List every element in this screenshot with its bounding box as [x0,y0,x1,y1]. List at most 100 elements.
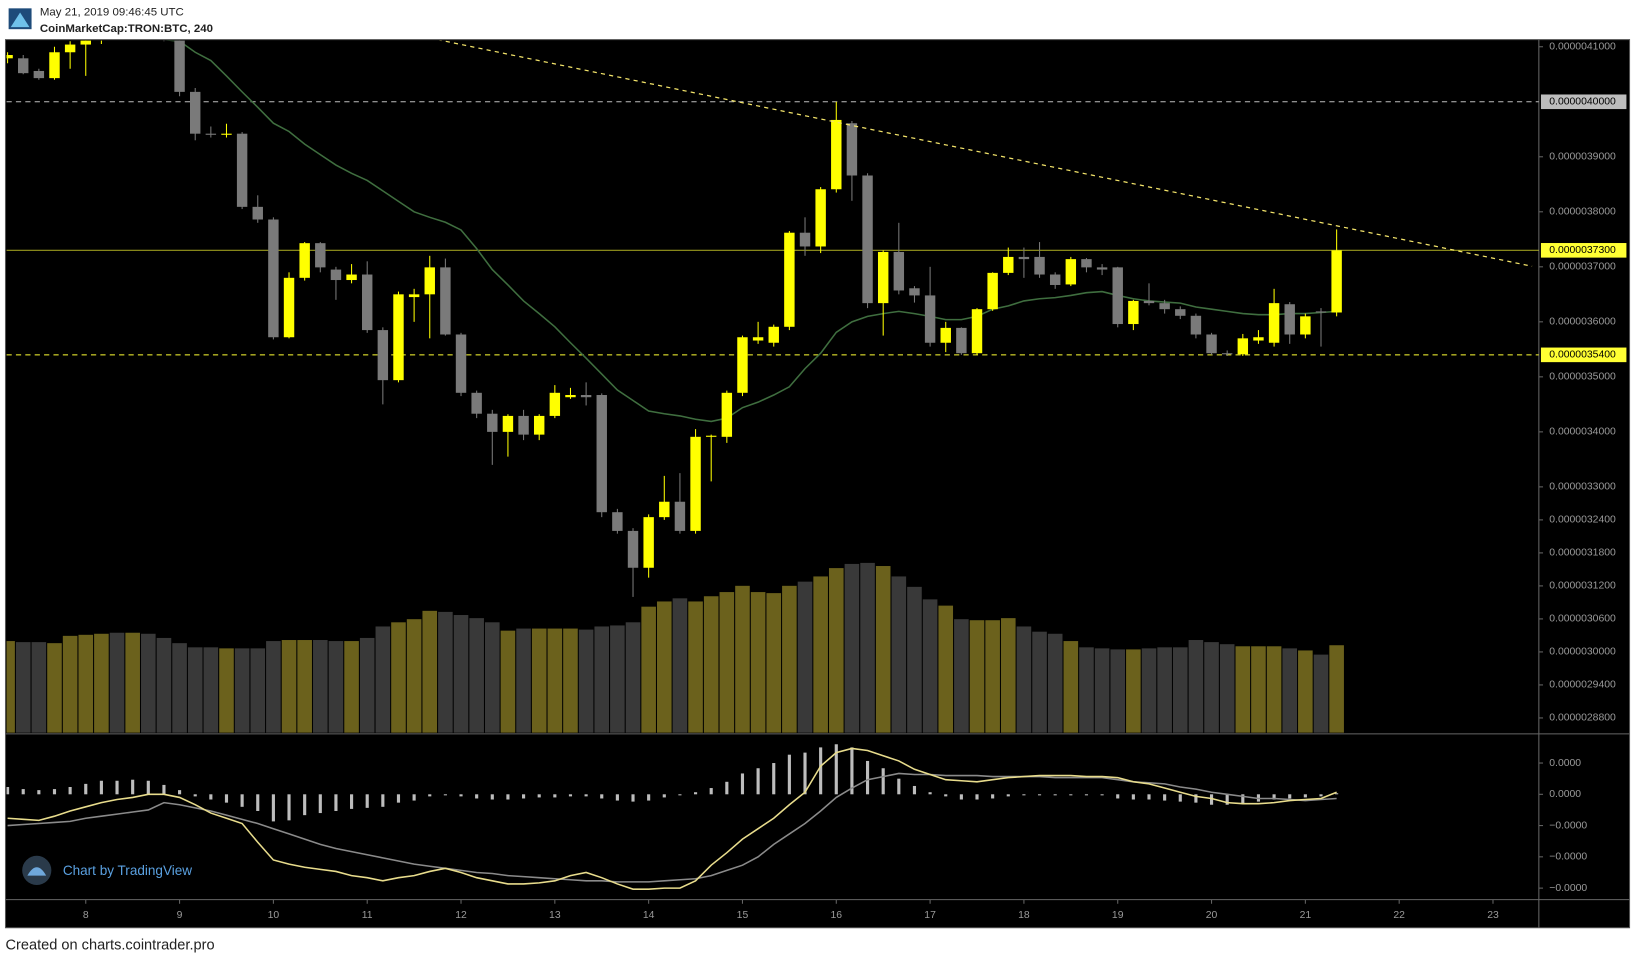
y-tick-label: 0.0000038000 [1549,207,1616,218]
candle-body [909,288,920,296]
candle-body [565,395,576,398]
candle-body [596,395,607,513]
histogram-bar [959,794,963,800]
volume-bar [391,622,406,733]
y-tick-label: 0.0000031800 [1549,548,1616,559]
histogram-bar [287,794,291,821]
y-tick-label: 0.0000030600 [1549,614,1616,625]
histogram-bar [1037,794,1042,796]
y-tick-label: 0.0000031200 [1549,581,1616,592]
volume-bar [297,640,312,733]
candle-body [1190,315,1202,335]
y-tick-label: −0.0000 [1549,852,1587,863]
volume-bar [453,615,469,733]
histogram-bar [1163,794,1167,801]
volume-bar [422,610,438,733]
candle-body [877,251,889,304]
volume-bar [860,562,875,733]
y-tick-label: 0.0000032400 [1549,515,1616,526]
candle-body [33,70,45,79]
volume-bar [203,647,219,733]
histogram-bar [193,794,197,797]
candle-body [18,58,29,74]
y-tick-label: 0.0000037000 [1549,262,1616,273]
y-tick-label: 0.0000035000 [1549,372,1616,383]
candle-body [1253,337,1264,341]
price-pane [6,40,1539,733]
volume-bar [344,641,359,733]
candle-body [49,52,60,79]
y-tick-label: 0.0000029400 [1549,680,1616,691]
candle-body [737,337,748,393]
histogram-bar [209,794,213,800]
candle-body [940,327,951,343]
histogram-bar [162,784,166,795]
volume-bar [1094,648,1110,733]
candle-body [705,435,717,437]
candle-body [408,294,420,298]
histogram-bar [678,794,682,796]
volume-bar [484,622,500,733]
volume-bar [1079,647,1094,733]
x-tick-label: 15 [737,910,749,921]
histogram-bar [1303,794,1307,798]
histogram-bar [475,794,479,799]
x-tick-label: 23 [1487,910,1499,921]
candle-body [1315,311,1327,313]
histogram-bar [740,773,745,795]
volume-bar [328,641,344,733]
candle-body [236,133,248,207]
volume-bar [172,643,187,733]
histogram-bar [584,794,588,797]
volume-bar [1172,647,1188,733]
y-tick-label: 0.0000039000 [1549,152,1616,163]
histogram-bar [256,794,260,811]
histogram-bar [240,794,244,807]
candle-body [956,327,967,354]
histogram-bar [1335,793,1339,795]
volume-bar [234,648,250,733]
candle-body [315,243,326,268]
histogram-bar [350,794,354,809]
candle-body [690,436,701,531]
candle-body [221,133,232,135]
volume-bar [610,625,625,733]
histogram-bar [522,794,526,799]
histogram-bar [412,794,416,801]
candle-body [799,232,811,247]
y-tick-label: −0.0000 [1549,820,1587,831]
price-label: 0.0000037300 [1549,245,1616,256]
volume-bar [719,592,735,733]
volume-bar [938,605,954,733]
volume-bar [250,648,266,733]
histogram-bar [1241,794,1245,804]
histogram-bar [146,780,150,795]
candle-body [299,243,310,278]
histogram-bar [68,787,72,795]
volume-bar [1157,647,1172,733]
candle-body [1284,304,1295,335]
candle-body [1159,303,1170,310]
histogram-bar [944,794,948,797]
macd-line [7,747,1337,890]
volume-bar [47,643,62,733]
candle-body [268,219,279,338]
x-tick-label: 14 [643,910,655,921]
candle-body [674,501,686,531]
histogram-bar [850,747,854,795]
histogram-bar [1116,794,1120,799]
histogram-bar [975,794,979,800]
volume-bar [688,601,703,733]
volume-bar [15,642,31,733]
candle-body [1003,256,1014,273]
histogram-bar [928,792,932,795]
histogram-bar [912,785,917,795]
candle-body [831,119,842,190]
histogram-bar [631,794,635,802]
candle-body [721,392,733,437]
histogram-bar [772,763,776,795]
histogram-bar [1022,794,1026,796]
histogram-bar [396,794,401,803]
histogram-bar [834,744,838,795]
